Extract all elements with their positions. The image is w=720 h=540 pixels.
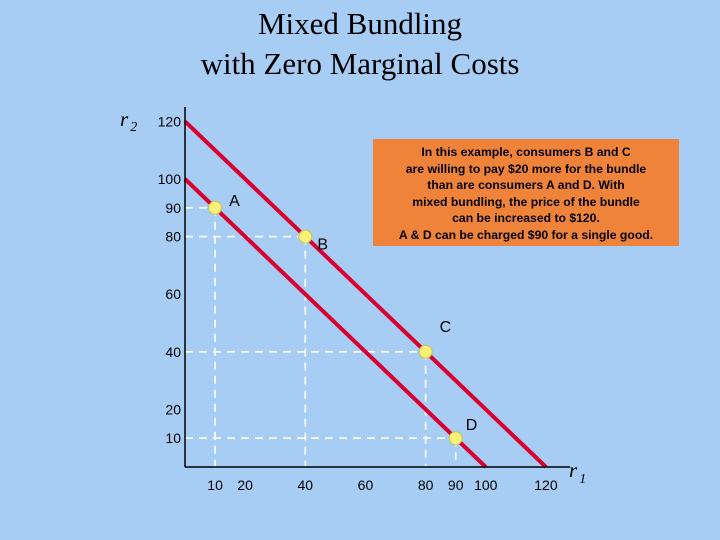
x-tick-label-60: 60 (358, 477, 374, 493)
callout-line-4: mixed bundling, the price of the bundle (412, 194, 640, 209)
budget-line-1 (183, 177, 488, 469)
point-d (448, 431, 463, 446)
explanation-callout: In this example, consumers B and C are w… (373, 139, 679, 246)
y-axis-label-sub: 2 (130, 120, 137, 135)
point-a (208, 200, 223, 215)
chart-title: Mixed Bundling with Zero Marginal Costs (0, 4, 720, 84)
y-axis-label-main: r (120, 107, 129, 131)
y-tick-label-120: 120 (158, 113, 182, 129)
y-tick-label-90: 90 (165, 200, 181, 216)
y-tick-label-100: 100 (158, 171, 182, 187)
x-axis-label-main: r (569, 458, 578, 482)
axes (184, 107, 570, 468)
x-tick-label-80: 80 (418, 477, 434, 493)
point-label-a: A (229, 193, 240, 210)
callout-line-1: In this example, consumers B and C (421, 145, 631, 159)
callout-line-6: A & D can be charged $90 for a single go… (398, 227, 654, 242)
point-label-c: C (440, 319, 452, 336)
x-tick-label-120: 120 (534, 477, 558, 493)
data-points: A B C D (208, 193, 478, 446)
callout-line-3: than are consumers A and D. With (427, 178, 625, 192)
x-tick-label-20: 20 (237, 477, 253, 493)
y-tick-label-80: 80 (165, 229, 181, 245)
chart-title-line-2: with Zero Marginal Costs (200, 46, 520, 81)
budget-line-2 (183, 119, 548, 469)
callout-line-2: are willing to pay $20 more for the bund… (405, 161, 647, 176)
x-tick-labels: 10 20 40 60 80 90 100 120 (207, 477, 558, 493)
y-tick-label-60: 60 (165, 286, 181, 302)
x-tick-label-10: 10 (207, 477, 223, 493)
y-tick-label-10: 10 (165, 430, 181, 446)
y-tick-labels: 10 20 40 60 80 90 100 120 (158, 113, 182, 446)
x-tick-label-100: 100 (474, 477, 498, 493)
point-label-b: B (317, 237, 328, 254)
point-b (298, 229, 313, 244)
budget-lines (183, 119, 548, 469)
x-tick-label-40: 40 (298, 477, 314, 493)
point-c (418, 344, 433, 359)
y-tick-label-20: 20 (165, 401, 181, 417)
chart-title-line-1: Mixed Bundling (257, 6, 463, 41)
y-tick-label-40: 40 (165, 344, 181, 360)
x-axis-label-sub: 1 (579, 472, 586, 487)
callout-line-5: can be increased to $120. (452, 211, 600, 225)
point-label-d: D (466, 417, 478, 434)
x-tick-label-90: 90 (448, 477, 464, 493)
